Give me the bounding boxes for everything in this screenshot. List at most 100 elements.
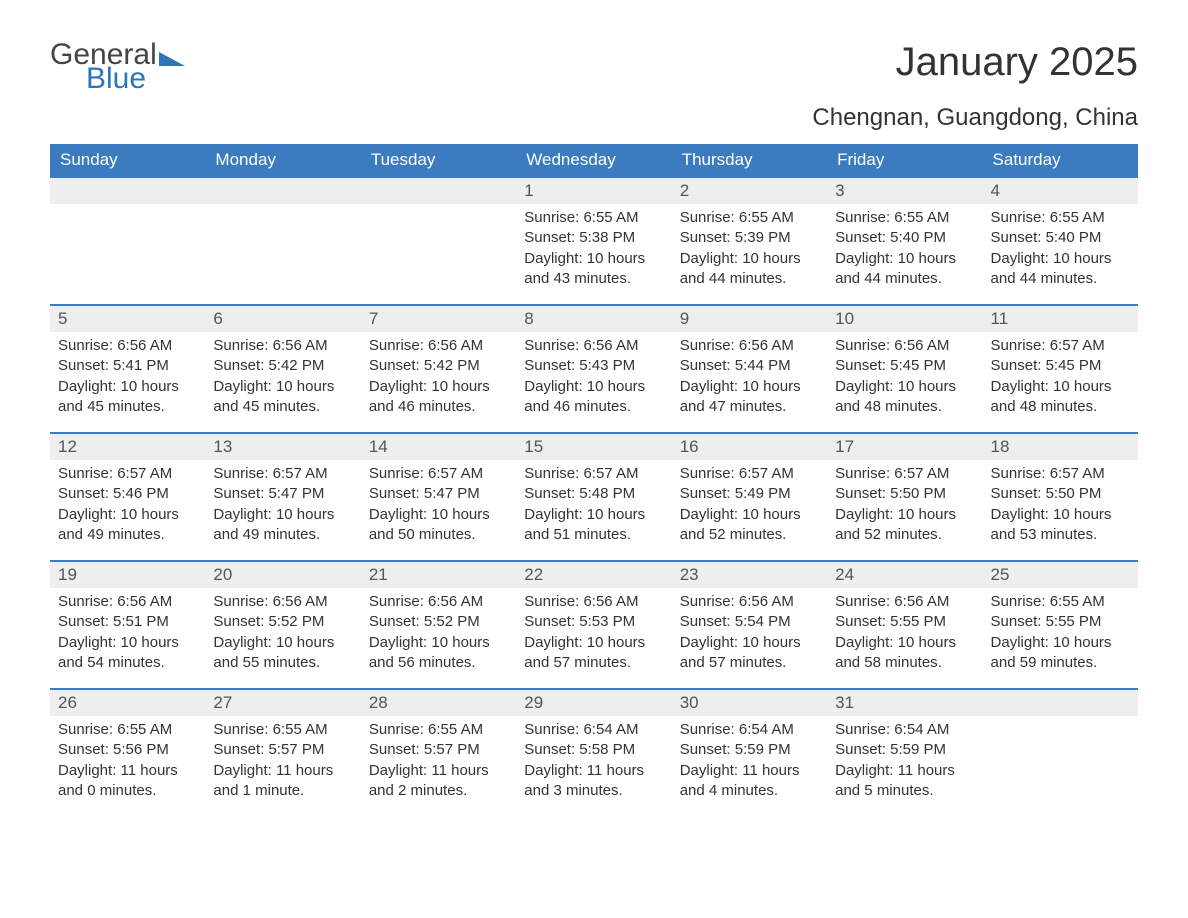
sunset-text: Sunset: 5:42 PM xyxy=(213,356,352,376)
day-number: 18 xyxy=(983,432,1138,460)
day-number: 30 xyxy=(672,688,827,716)
day-number: 8 xyxy=(516,304,671,332)
calendar-day-cell: 2Sunrise: 6:55 AMSunset: 5:39 PMDaylight… xyxy=(672,176,827,304)
daylight-text: Daylight: 10 hours and 57 minutes. xyxy=(680,633,819,674)
sunrise-text: Sunrise: 6:56 AM xyxy=(680,336,819,356)
daylight-text: Daylight: 10 hours and 44 minutes. xyxy=(835,249,974,290)
sunrise-text: Sunrise: 6:56 AM xyxy=(524,336,663,356)
daylight-text: Daylight: 10 hours and 45 minutes. xyxy=(213,377,352,418)
title-block: January 2025 xyxy=(896,40,1138,85)
calendar-day-cell: 7Sunrise: 6:56 AMSunset: 5:42 PMDaylight… xyxy=(361,304,516,432)
day-number: 3 xyxy=(827,176,982,204)
calendar-day-cell: 10Sunrise: 6:56 AMSunset: 5:45 PMDayligh… xyxy=(827,304,982,432)
day-number: 6 xyxy=(205,304,360,332)
sunset-text: Sunset: 5:51 PM xyxy=(58,612,197,632)
sunrise-text: Sunrise: 6:55 AM xyxy=(524,208,663,228)
calendar-day-cell: 30Sunrise: 6:54 AMSunset: 5:59 PMDayligh… xyxy=(672,688,827,816)
day-details: Sunrise: 6:57 AMSunset: 5:46 PMDaylight:… xyxy=(50,460,205,555)
daylight-text: Daylight: 11 hours and 0 minutes. xyxy=(58,761,197,802)
calendar-day-cell: 22Sunrise: 6:56 AMSunset: 5:53 PMDayligh… xyxy=(516,560,671,688)
daylight-text: Daylight: 10 hours and 54 minutes. xyxy=(58,633,197,674)
sunset-text: Sunset: 5:40 PM xyxy=(835,228,974,248)
day-number xyxy=(205,176,360,204)
sunrise-text: Sunrise: 6:56 AM xyxy=(680,592,819,612)
daylight-text: Daylight: 10 hours and 47 minutes. xyxy=(680,377,819,418)
sunset-text: Sunset: 5:46 PM xyxy=(58,484,197,504)
daylight-text: Daylight: 10 hours and 49 minutes. xyxy=(213,505,352,546)
daylight-text: Daylight: 10 hours and 55 minutes. xyxy=(213,633,352,674)
daylight-text: Daylight: 10 hours and 52 minutes. xyxy=(680,505,819,546)
daylight-text: Daylight: 11 hours and 5 minutes. xyxy=(835,761,974,802)
day-details: Sunrise: 6:56 AMSunset: 5:42 PMDaylight:… xyxy=(205,332,360,427)
daylight-text: Daylight: 10 hours and 59 minutes. xyxy=(991,633,1130,674)
sunset-text: Sunset: 5:58 PM xyxy=(524,740,663,760)
daylight-text: Daylight: 10 hours and 46 minutes. xyxy=(369,377,508,418)
day-details: Sunrise: 6:54 AMSunset: 5:59 PMDaylight:… xyxy=(827,716,982,811)
sunset-text: Sunset: 5:50 PM xyxy=(991,484,1130,504)
daylight-text: Daylight: 10 hours and 51 minutes. xyxy=(524,505,663,546)
day-number: 25 xyxy=(983,560,1138,588)
sunset-text: Sunset: 5:41 PM xyxy=(58,356,197,376)
sunrise-text: Sunrise: 6:54 AM xyxy=(524,720,663,740)
calendar-day-cell: 24Sunrise: 6:56 AMSunset: 5:55 PMDayligh… xyxy=(827,560,982,688)
day-details: Sunrise: 6:56 AMSunset: 5:52 PMDaylight:… xyxy=(205,588,360,683)
calendar-day-cell xyxy=(205,176,360,304)
location-label: Chengnan, Guangdong, China xyxy=(50,104,1138,132)
sunset-text: Sunset: 5:48 PM xyxy=(524,484,663,504)
sunset-text: Sunset: 5:43 PM xyxy=(524,356,663,376)
calendar-day-cell xyxy=(361,176,516,304)
day-number xyxy=(361,176,516,204)
day-details: Sunrise: 6:57 AMSunset: 5:45 PMDaylight:… xyxy=(983,332,1138,427)
day-number: 7 xyxy=(361,304,516,332)
sunrise-text: Sunrise: 6:56 AM xyxy=(835,592,974,612)
calendar-day-cell: 11Sunrise: 6:57 AMSunset: 5:45 PMDayligh… xyxy=(983,304,1138,432)
day-number: 15 xyxy=(516,432,671,460)
day-number: 12 xyxy=(50,432,205,460)
sunset-text: Sunset: 5:45 PM xyxy=(991,356,1130,376)
calendar-day-cell: 26Sunrise: 6:55 AMSunset: 5:56 PMDayligh… xyxy=(50,688,205,816)
calendar-week-row: 5 Sunrise: 6:56 AM Sunset: 5:41 PM Daylight… xyxy=(50,304,1138,432)
calendar-day-cell: 28Sunrise: 6:55 AMSunset: 5:57 PMDayligh… xyxy=(361,688,516,816)
sunset-text: Sunset: 5:57 PM xyxy=(213,740,352,760)
day-details: Sunrise: 6:55 AMSunset: 5:39 PMDaylight:… xyxy=(672,204,827,299)
day-number: 24 xyxy=(827,560,982,588)
sunrise-text: Sunrise: 6:57 AM xyxy=(991,464,1130,484)
calendar-day-cell: 15 Sunrise: 6:57 AMSunset: 5:48 PMDayligh… xyxy=(516,432,671,560)
calendar-day-cell: 6Sunrise: 6:56 AMSunset: 5:42 PMDaylight… xyxy=(205,304,360,432)
sunrise-text: Sunrise: 6:55 AM xyxy=(369,720,508,740)
day-details: Sunrise: 6:57 AMSunset: 5:47 PMDaylight:… xyxy=(361,460,516,555)
day-number: 27 xyxy=(205,688,360,716)
flag-icon xyxy=(159,52,185,66)
calendar-table: SundayMondayTuesdayWednesdayThursdayFrid… xyxy=(50,144,1138,816)
sunset-text: Sunset: 5:57 PM xyxy=(369,740,508,760)
calendar-day-cell: 4Sunrise: 6:55 AMSunset: 5:40 PMDaylight… xyxy=(983,176,1138,304)
sunrise-text: Sunrise: 6:55 AM xyxy=(58,720,197,740)
calendar-day-cell: 20Sunrise: 6:56 AMSunset: 5:52 PMDayligh… xyxy=(205,560,360,688)
daylight-text: Daylight: 10 hours and 48 minutes. xyxy=(835,377,974,418)
sunset-text: Sunset: 5:38 PM xyxy=(524,228,663,248)
brand-logo: General Blue xyxy=(50,40,185,94)
sunset-text: Sunset: 5:49 PM xyxy=(680,484,819,504)
daylight-text: Daylight: 10 hours and 44 minutes. xyxy=(991,249,1130,290)
daylight-text: Daylight: 10 hours and 44 minutes. xyxy=(680,249,819,290)
sunrise-text: Sunrise: 6:56 AM xyxy=(369,592,508,612)
day-details: Sunrise: 6:57 AMSunset: 5:49 PMDaylight:… xyxy=(672,460,827,555)
day-details: Sunrise: 6:56 AMSunset: 5:54 PMDaylight:… xyxy=(672,588,827,683)
calendar-day-cell: 18 Sunrise: 6:57 AMSunset: 5:50 PMDayligh… xyxy=(983,432,1138,560)
day-number: 28 xyxy=(361,688,516,716)
day-details: Sunrise: 6:56 AMSunset: 5:43 PMDaylight:… xyxy=(516,332,671,427)
calendar-day-cell: 8Sunrise: 6:56 AMSunset: 5:43 PMDaylight… xyxy=(516,304,671,432)
sunrise-text: Sunrise: 6:57 AM xyxy=(524,464,663,484)
day-number: 5 xyxy=(50,304,205,332)
day-details: Sunrise: 6:56 AMSunset: 5:51 PMDaylight:… xyxy=(50,588,205,683)
day-details: Sunrise: 6:56 AMSunset: 5:45 PMDaylight:… xyxy=(827,332,982,427)
weekday-header: Friday xyxy=(827,144,982,176)
daylight-text: Daylight: 10 hours and 49 minutes. xyxy=(58,505,197,546)
page-title: January 2025 xyxy=(896,40,1138,85)
day-details: Sunrise: 6:54 AMSunset: 5:58 PMDaylight:… xyxy=(516,716,671,811)
sunset-text: Sunset: 5:45 PM xyxy=(835,356,974,376)
day-number: 13 xyxy=(205,432,360,460)
calendar-day-cell xyxy=(50,176,205,304)
daylight-text: Daylight: 10 hours and 53 minutes. xyxy=(991,505,1130,546)
day-details: Sunrise: 6:56 AMSunset: 5:53 PMDaylight:… xyxy=(516,588,671,683)
